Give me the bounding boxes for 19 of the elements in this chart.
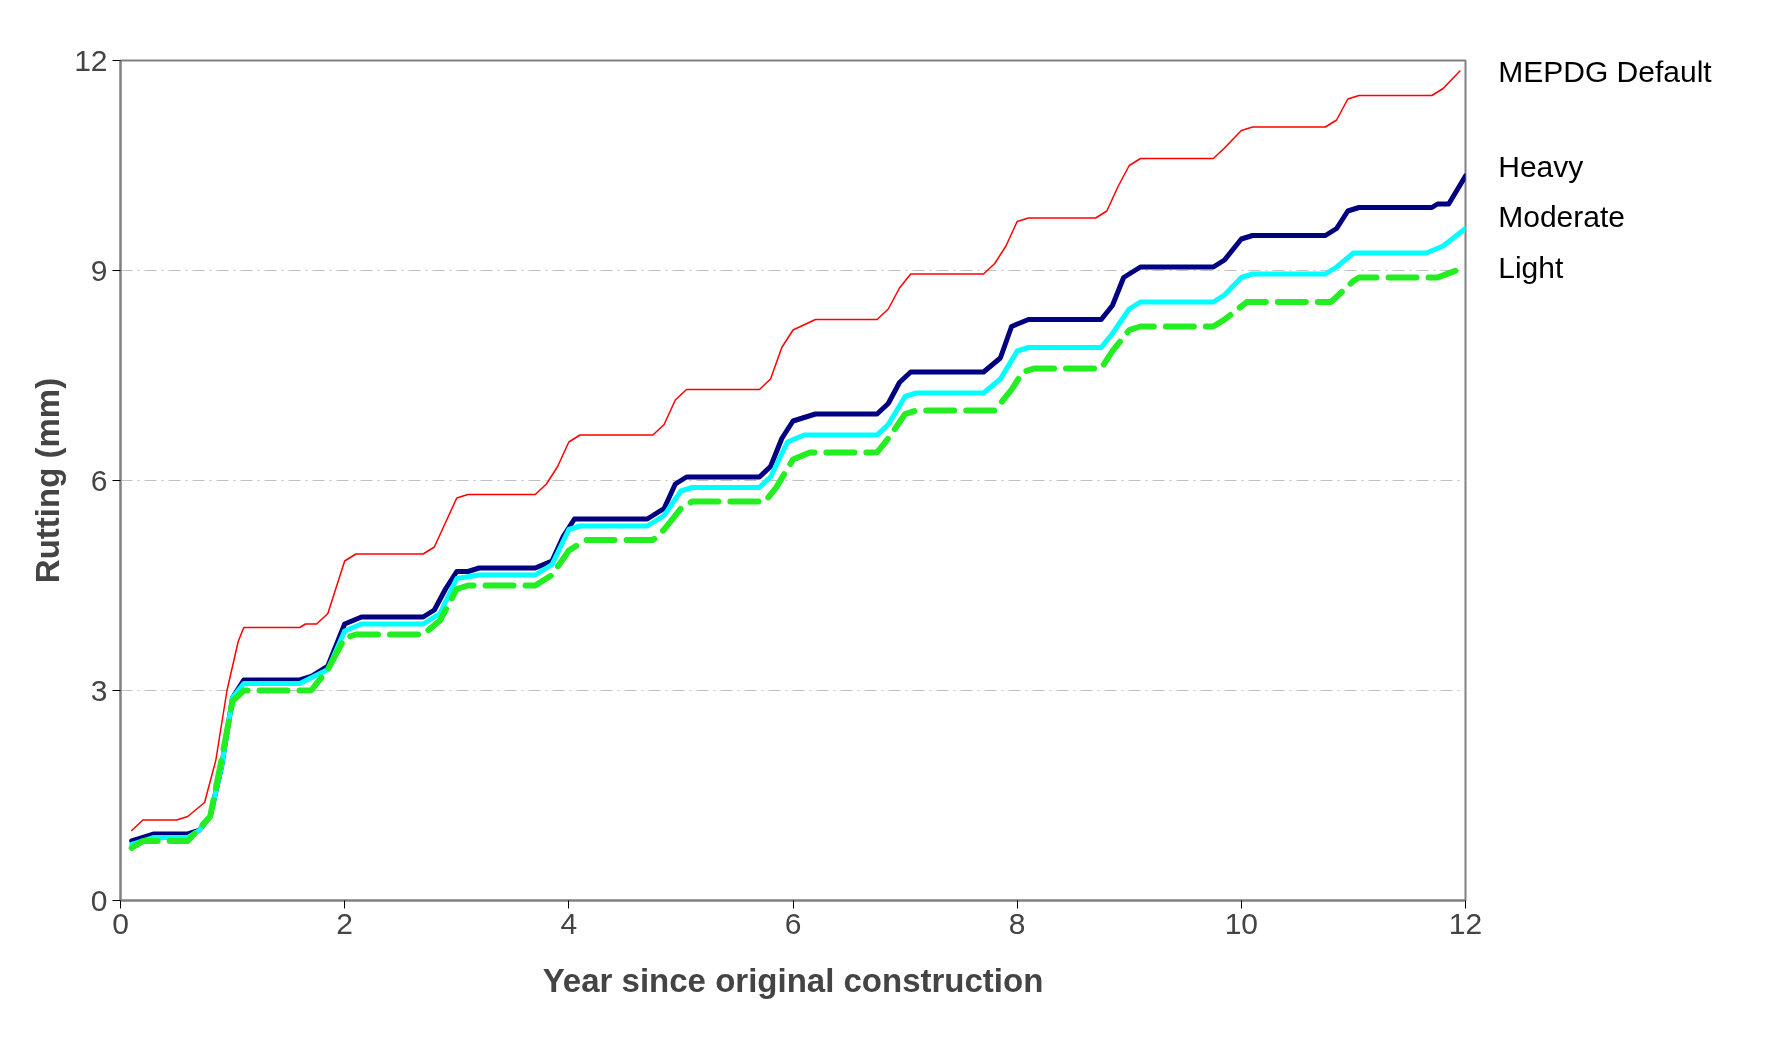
x-tick-label: 4: [560, 906, 578, 940]
series-label: Heavy: [1498, 149, 1584, 183]
line-series: [130, 70, 1461, 832]
y-tick-label: 12: [74, 43, 108, 77]
y-tick-label: 9: [90, 253, 108, 287]
y-tick-label: 0: [90, 883, 108, 917]
x-tick-label: 6: [784, 906, 802, 940]
x-tick-label: 8: [1008, 906, 1026, 940]
series-label: Moderate: [1498, 200, 1625, 234]
x-tick-label: 12: [1448, 906, 1483, 940]
y-tick-label: 6: [90, 463, 108, 497]
series-label: MEPDG Default: [1498, 54, 1713, 88]
y-tick-label: 3: [90, 673, 108, 707]
series-label: Light: [1498, 250, 1564, 284]
x-tick-label: 10: [1224, 906, 1259, 940]
x-tick-label: 0: [112, 906, 129, 940]
x-axis-title: Year since original construction: [542, 961, 1044, 999]
x-tick-label: 2: [336, 906, 354, 940]
y-axis-title: Rutting (mm): [29, 377, 67, 584]
